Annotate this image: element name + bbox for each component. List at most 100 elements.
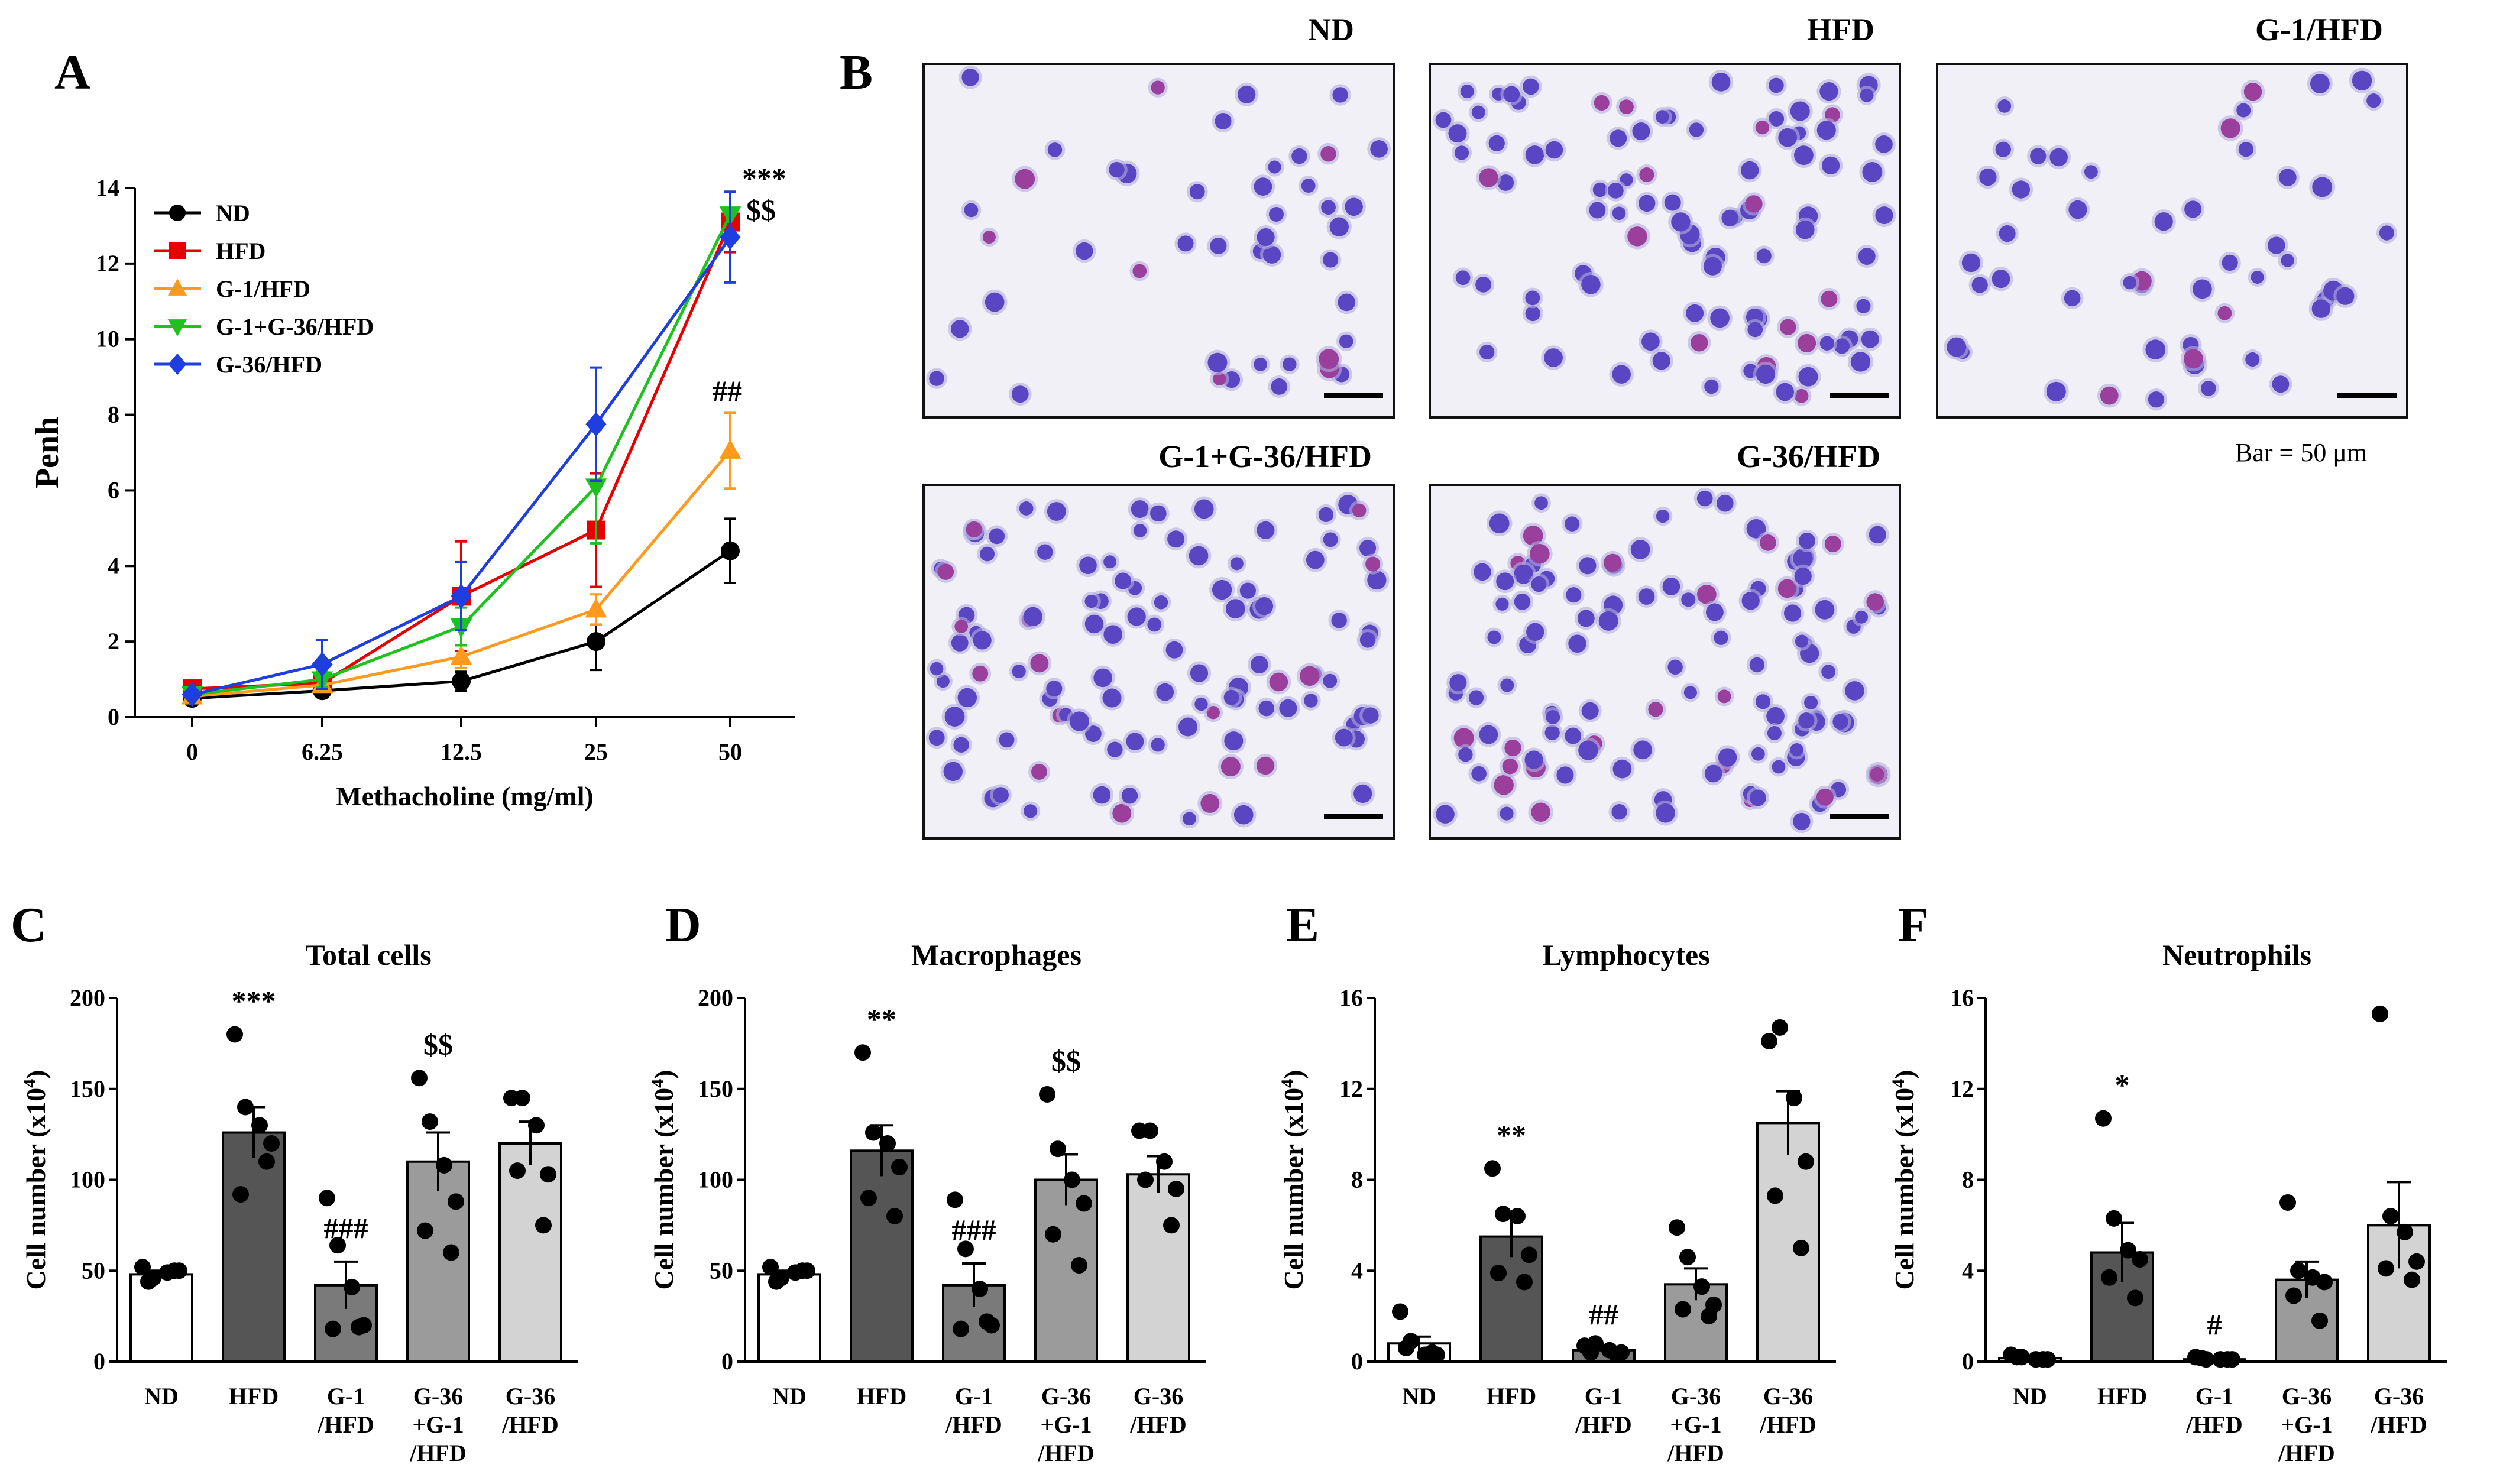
cell-nucleus [1638,588,1655,605]
cell-nucleus [1474,563,1491,581]
data-point [312,652,333,677]
data-point [509,1162,526,1180]
cell-nucleus [1612,365,1631,384]
cell-nucleus [2222,254,2238,271]
series-g-36-hfd [182,190,741,707]
cell-nucleus [1206,705,1220,720]
cell-nucleus [1690,334,1708,352]
cell-nucleus [1798,367,1818,387]
cell-nucleus [1704,764,1722,783]
cell-nucleus [1475,276,1492,293]
cell-nucleus [1856,299,1871,313]
y-tick-label: 0 [1351,1348,1363,1375]
cell-nucleus [1487,630,1501,644]
cell-nucleus [1189,546,1209,566]
cell-nucleus [1710,308,1730,328]
significance-label: # [2207,1308,2222,1341]
cell-nucleus [1323,252,1339,268]
data-point [1521,1246,1537,1263]
cell-nucleus [1525,306,1541,322]
micrograph-label: G-1+G-36/HFD [1158,439,1372,474]
data-point [854,1044,871,1061]
cell-nucleus [1102,688,1122,708]
x-tick-label: G-36 [2374,1383,2424,1410]
data-point [720,225,741,250]
cell-nucleus [1760,534,1776,551]
cell-nucleus [1777,579,1797,598]
cell-nucleus [1454,145,1469,160]
cell-nucleus [1749,657,1765,673]
cell-nucleus [1225,599,1245,618]
cell-nucleus [1592,182,1608,197]
cell-nucleus [1947,337,1967,357]
panel-f-neutrophils-chart: Neutrophils 0 4 8 12 16 Cell number (x104) ND * H… [1889,938,2447,1466]
cell-nucleus [928,730,945,746]
data-point [891,1158,908,1175]
x-axis-title: Methacholine (mg/ml) [336,781,594,811]
cell-nucleus [1495,597,1509,611]
bar-group [1756,1019,1820,1363]
cell-nucleus [2123,276,2137,290]
cell-nucleus [1283,357,1297,371]
cell-nucleus [1479,168,1498,187]
bar [406,1160,470,1363]
cell-nucleus [929,371,944,386]
cell-nucleus [1189,184,1205,200]
x-tick-label: ND [144,1383,179,1410]
cell-nucleus [1345,197,1363,216]
cell-nucleus [980,546,995,562]
cell-nucleus [1496,572,1514,591]
cell-nucleus [1233,805,1254,825]
cell-nucleus [1502,758,1518,775]
y-axis-title: Cell number (x104) [1889,1070,1919,1290]
cell-nucleus [1681,592,1696,607]
x-tick-label: /HFD [2370,1411,2427,1438]
cell-nucleus [1568,634,1586,653]
data-point [1045,1226,1061,1243]
bar-group [498,1090,562,1363]
micrograph-g-1-g-36-hfd [922,484,1395,840]
data-point [1608,1346,1625,1363]
data-point [1669,1219,1685,1236]
legend-marker [169,242,186,259]
bar-group [1664,1219,1728,1363]
cell-nucleus [1031,763,1047,780]
cell-nucleus [1579,557,1597,575]
cell-nucleus [2030,148,2047,164]
cell-nucleus [1254,357,1268,371]
cell-nucleus [1822,156,1840,175]
x-tick-label: +G-1 [1040,1411,1092,1438]
cell-nucleus [973,631,992,650]
cell-nucleus [1500,806,1514,821]
x-tick-label: G-36 [1134,1383,1183,1410]
data-point [1509,1208,1526,1224]
data-point [411,1070,428,1087]
bar [1126,1173,1190,1363]
cell-nucleus [1151,738,1165,752]
cell-nucleus [1479,344,1495,360]
legend-marker [167,319,187,336]
cell-nucleus [1200,793,1220,813]
y-tick-label: 150 [698,1075,733,1102]
cell-nucleus [2012,180,2031,199]
x-tick-label: 50 [718,738,742,765]
cell-nucleus [2311,299,2331,318]
cell-nucleus [1323,532,1338,547]
x-tick-label: ND [1402,1383,1436,1410]
cell-nucleus [1079,556,1097,575]
cell-nucleus [1815,600,1835,620]
data-point [540,1166,556,1183]
cell-nucleus [1790,743,1803,757]
data-point [1761,1033,1777,1050]
data-point [319,1190,335,1207]
cell-nucleus [1794,145,1814,166]
cell-nucleus [1458,747,1473,762]
cell-nucleus [1696,584,1717,604]
cell-nucleus [1047,502,1066,521]
cell-nucleus [1961,253,1981,273]
cell-nucleus [1627,226,1647,247]
cell-nucleus [1664,194,1681,211]
y-axis-title-close: ) [1889,1070,1919,1079]
data-point [947,1191,963,1208]
cell-nucleus [1639,167,1654,183]
